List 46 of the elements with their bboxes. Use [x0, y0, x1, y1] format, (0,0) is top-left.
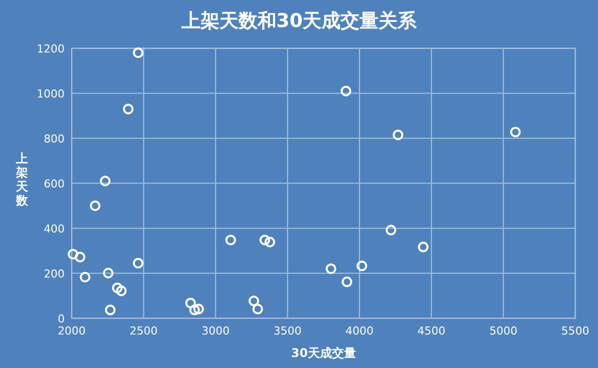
y-tick-label: 600 [44, 177, 65, 190]
point [342, 276, 352, 288]
x-tick-label: 5000 [489, 324, 518, 338]
point [248, 296, 260, 306]
point [392, 130, 404, 140]
chart-title: 上架天数和30天成交量关系 [180, 10, 418, 32]
x-tick-label: 4000 [345, 324, 374, 338]
point [225, 234, 236, 246]
x-tick-label: 2500 [130, 324, 158, 338]
point [74, 252, 86, 262]
point [90, 200, 100, 212]
x-tick-label: 5500 [561, 324, 590, 338]
x-tick-label: 4500 [417, 324, 446, 338]
x-axis-title: 30天成交量 [291, 346, 356, 360]
point [264, 236, 276, 248]
y-tick-label: 0 [58, 312, 65, 326]
y-axis-title: 上架天数 [15, 151, 29, 208]
point [418, 242, 429, 252]
point [340, 86, 352, 96]
x-tick-label: 3000 [202, 324, 230, 338]
x-tick-label: 3500 [274, 324, 302, 338]
point [112, 282, 123, 294]
point [80, 272, 90, 282]
point [189, 304, 200, 316]
point [252, 304, 264, 314]
point [132, 48, 144, 58]
y-tick-label: 800 [44, 132, 65, 146]
y-tick-label: 1000 [36, 87, 65, 100]
y-tick-label: 200 [44, 267, 65, 280]
point [102, 268, 114, 278]
point [356, 260, 368, 272]
point [132, 258, 144, 268]
y-tick-label: 1200 [36, 42, 65, 56]
point [116, 286, 127, 296]
point [326, 264, 336, 274]
point [122, 104, 134, 114]
point [386, 224, 396, 236]
point [259, 234, 270, 246]
point [185, 298, 196, 308]
point [68, 248, 78, 260]
point [510, 126, 521, 138]
point [100, 176, 111, 186]
x-tick-label: 2000 [58, 324, 86, 338]
y-tick-label: 400 [44, 222, 65, 236]
point [193, 304, 204, 314]
point [104, 304, 116, 316]
